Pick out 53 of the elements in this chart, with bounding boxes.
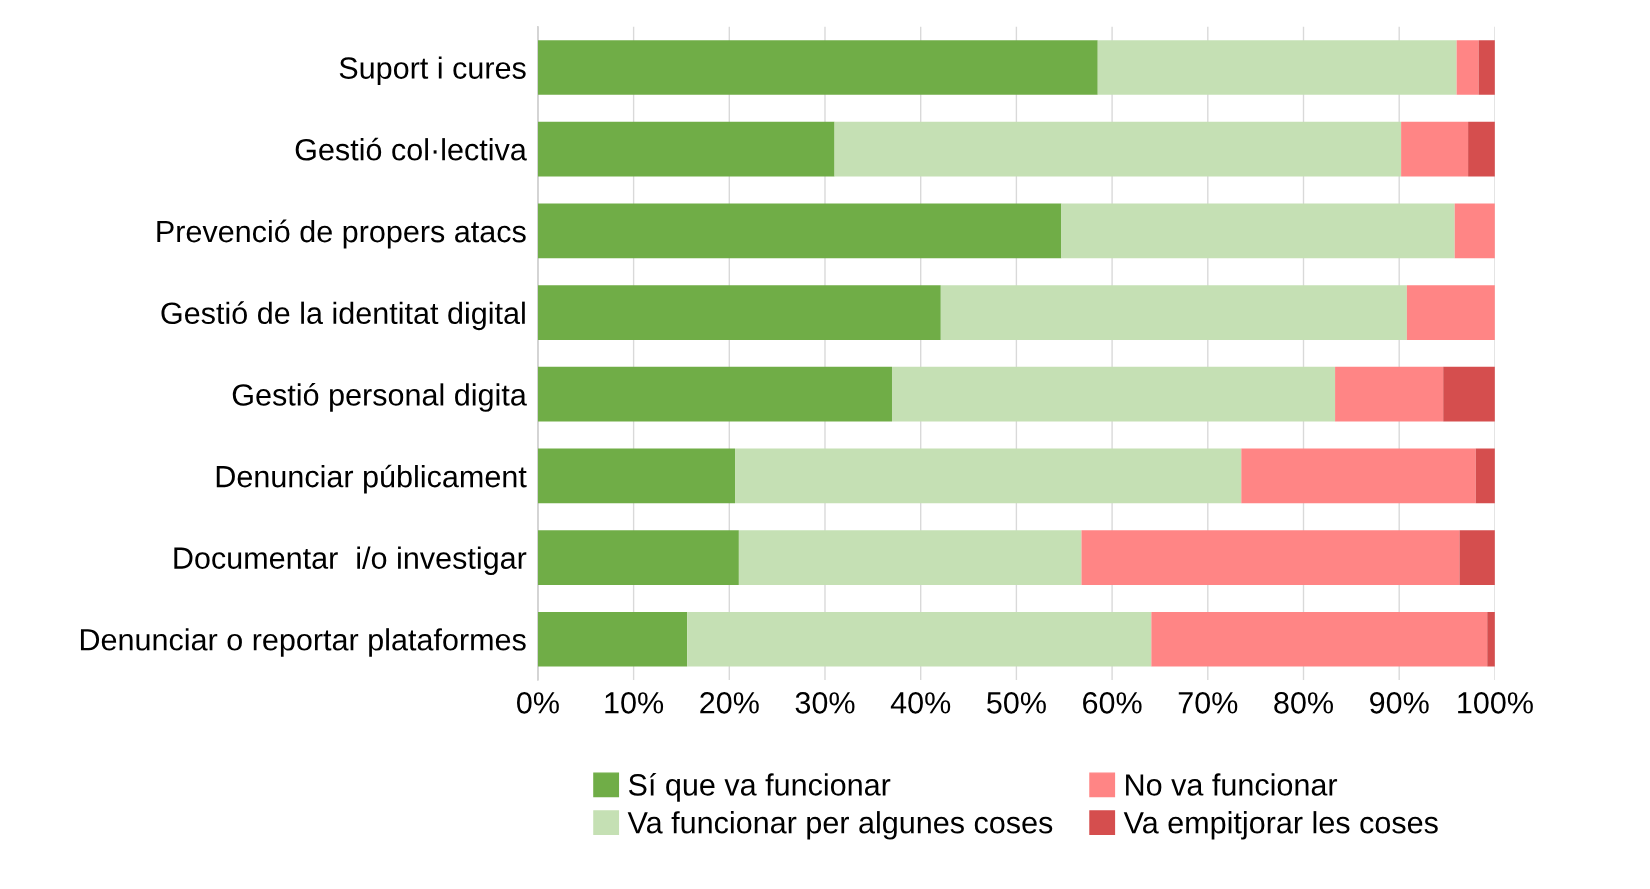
bar [735,448,1242,504]
x-tick-label: 40% [890,692,951,714]
bar [1487,611,1495,667]
legend-label: Va empitjorar les coses [1123,811,1438,840]
x-tick-label: 30% [795,692,855,714]
y-tick-label: Prevenció de propers atacs [157,219,526,249]
bar [537,121,835,177]
bar [687,611,1152,667]
bar [537,366,892,422]
bar [1478,40,1495,95]
x-tick-label: 90% [1370,692,1429,714]
bar [1475,448,1495,504]
bar [834,121,1402,177]
bar [1406,285,1495,340]
x-tick-label: 100% [1458,692,1533,714]
bar [891,366,1336,422]
bar [1456,40,1479,95]
y-tick-label: Gestió col·lectiva [295,137,527,161]
bar [537,203,1062,259]
bar [1335,366,1444,422]
x-tick-label: 70% [1178,692,1238,714]
y-tick-label: Suport i cures [339,56,526,85]
y-tick-label: Denunciar públicament [216,464,527,494]
x-tick-label: 0% [517,692,559,714]
x-tick-label: 50% [987,692,1046,714]
y-tick-label: Gestió de la identitat digital [161,301,525,331]
bar [537,448,736,504]
bar [1401,121,1469,177]
bar [1081,530,1460,585]
legend-label: Sí que va funcionar [628,772,891,802]
legend-label: Va funcionar per algunes coses [627,811,1053,840]
bar [1061,203,1455,259]
bar [738,530,1082,585]
x-tick-label: 60% [1083,692,1142,714]
bar [1468,121,1495,177]
y-tick-label: Documentar i/o investigar [174,546,527,575]
bar [537,285,941,340]
x-tick-label: 10% [605,692,664,714]
y-tick-label: Gestió personal digita [232,382,527,412]
bar [1151,611,1488,667]
bar [537,40,1098,95]
bar [1454,203,1495,259]
x-tick-label: 80% [1274,692,1333,714]
y-tick-label: Denunciar o reportar plataformes [80,628,526,657]
bar [1097,40,1457,95]
bar [537,611,688,667]
bar [1241,448,1476,504]
bar [1459,530,1495,585]
bar [1443,366,1495,422]
x-tick-label: 20% [700,692,759,714]
bar [537,530,739,585]
bar [940,285,1407,340]
legend-label: No va funcionar [1126,773,1338,796]
